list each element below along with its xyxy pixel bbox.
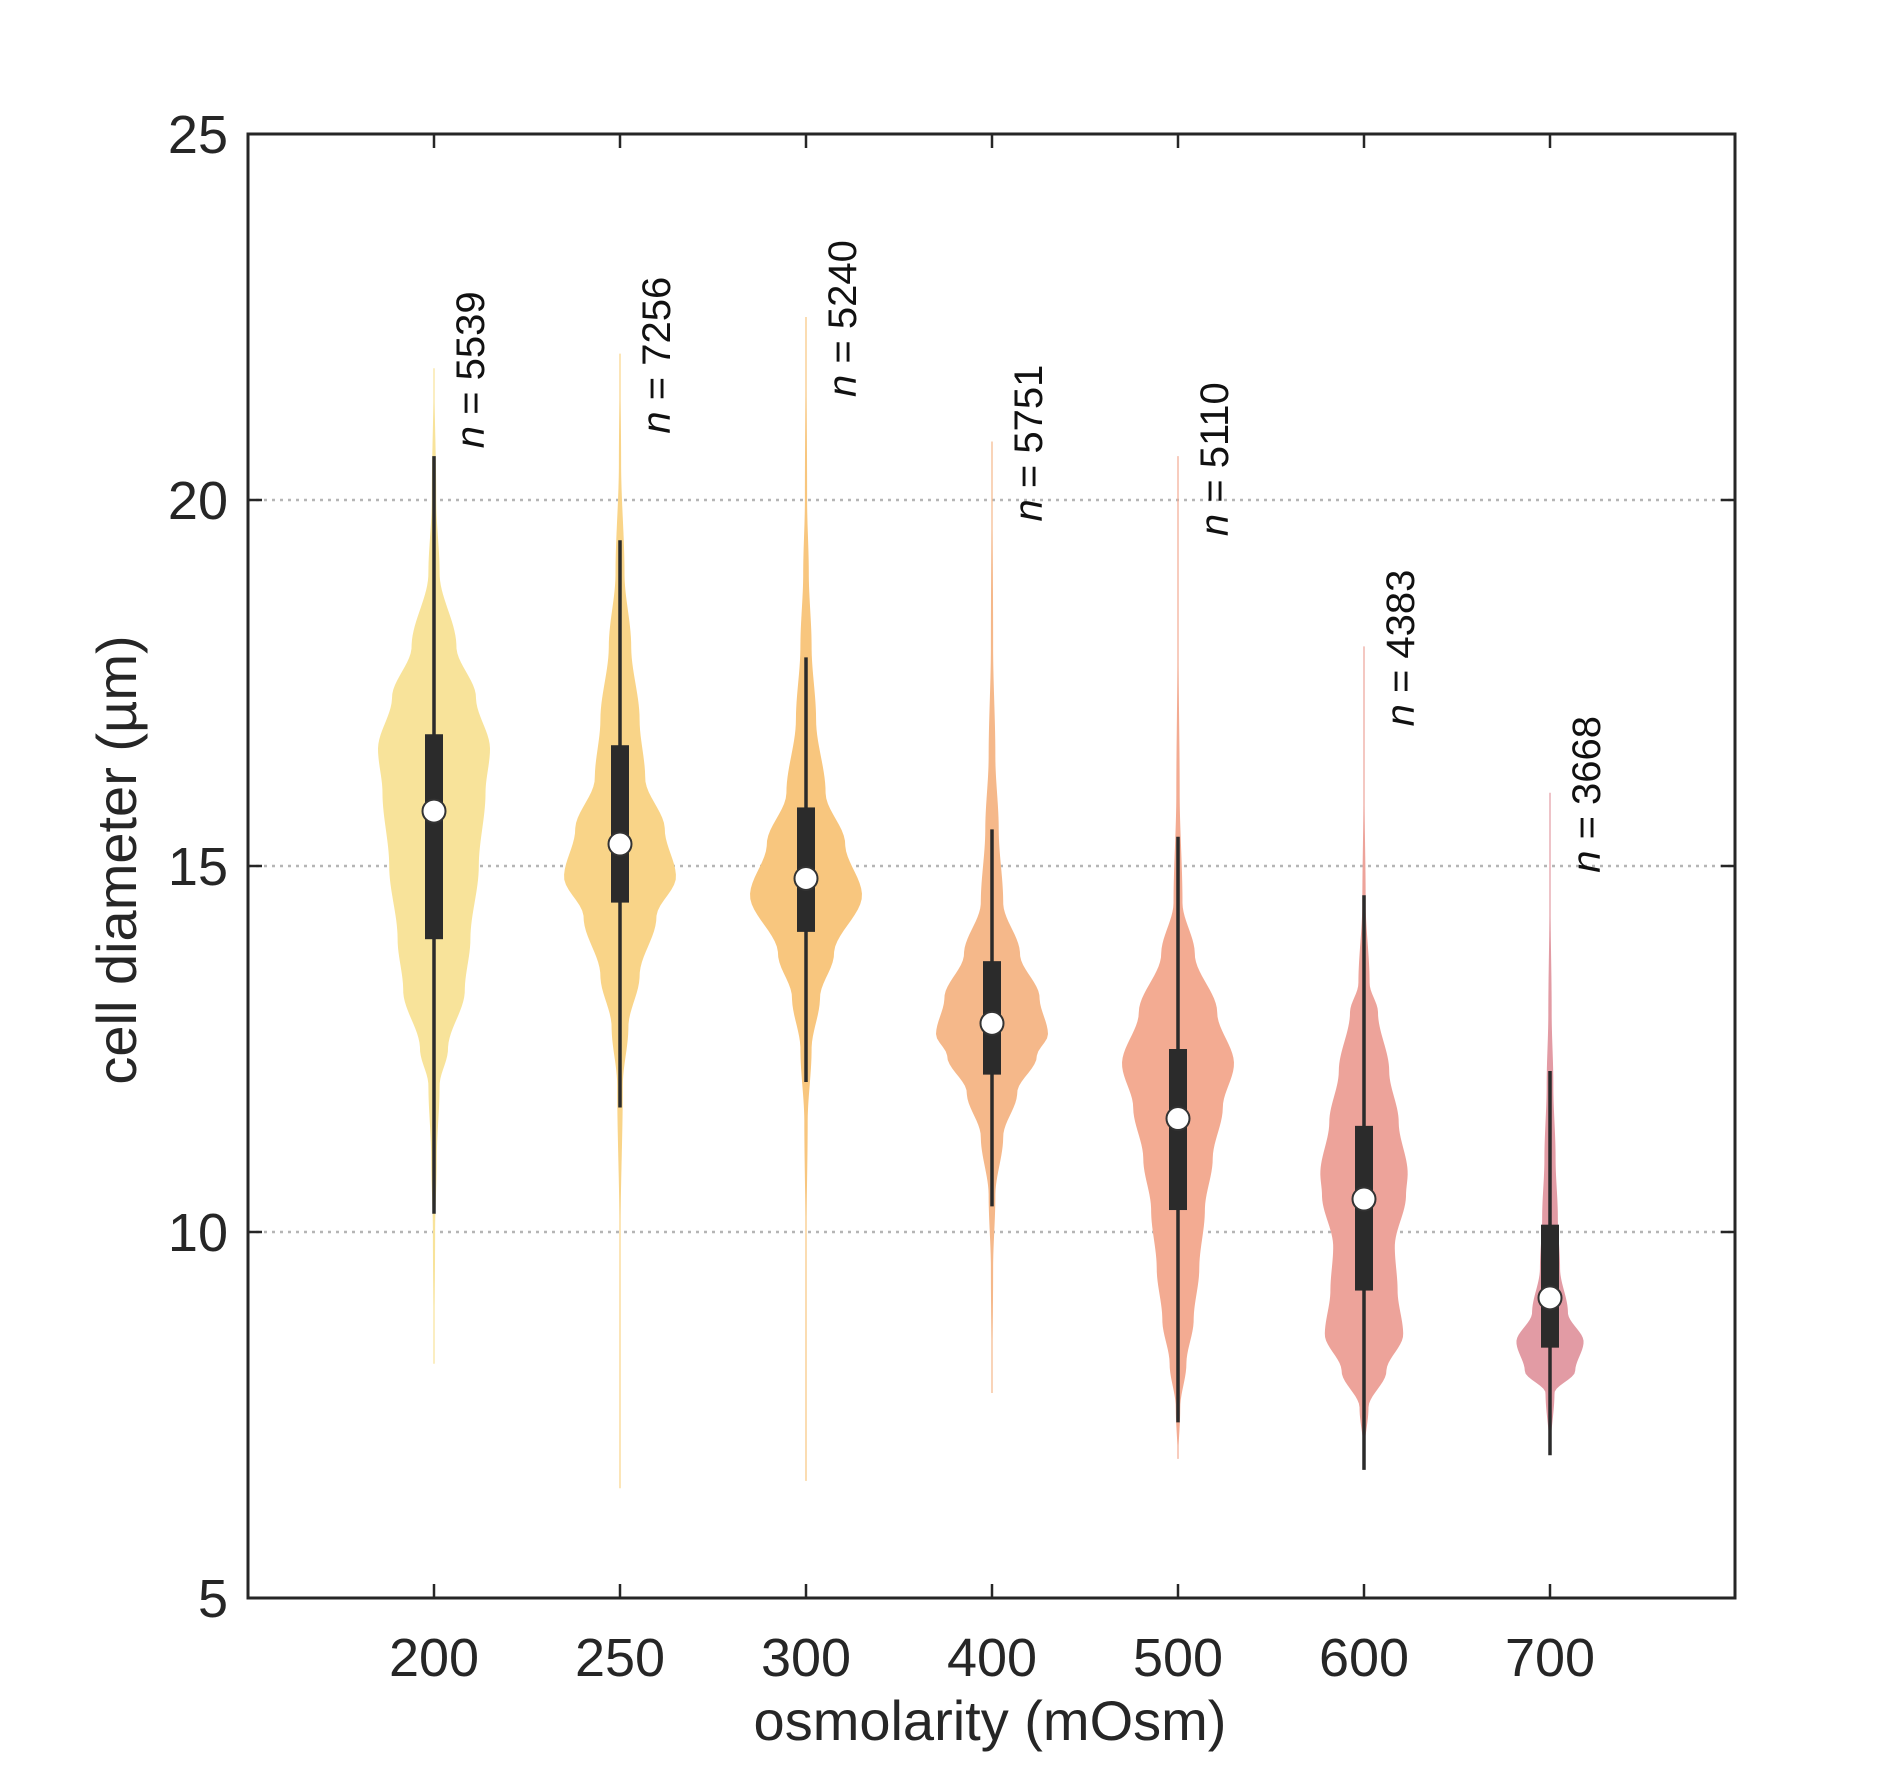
y-tick-label-10: 10 [168, 1203, 228, 1263]
x-tick-label-600: 600 [1319, 1628, 1409, 1688]
iqr-box-200 [425, 734, 443, 940]
y-axis-title: cell diameter (µm) [85, 635, 148, 1084]
median-marker-500 [1165, 1106, 1191, 1132]
n-label-600: n = 4383 [1379, 570, 1423, 727]
n-label-250: n = 7256 [635, 277, 679, 434]
x-tick-label-250: 250 [575, 1628, 665, 1688]
x-tick-label-300: 300 [761, 1628, 851, 1688]
y-tick-label-25: 25 [168, 105, 228, 165]
axes: 200 250 300 400 500 600 700 5 10 15 20 25 [168, 105, 1737, 1688]
median-marker-600 [1351, 1186, 1377, 1212]
n-label-400: n = 5751 [1007, 365, 1051, 522]
n-label-500: n = 5110 [1193, 382, 1237, 536]
x-axis-title: osmolarity (mOsm) [754, 1689, 1227, 1752]
median-marker-400 [979, 1010, 1005, 1036]
x-tick-label-500: 500 [1133, 1628, 1223, 1688]
box-plots [421, 456, 1563, 1470]
median-marker-300 [793, 865, 819, 891]
x-tick-label-700: 700 [1505, 1628, 1595, 1688]
n-label-700: n = 3668 [1565, 716, 1609, 873]
y-tick-label-5: 5 [198, 1569, 228, 1629]
y-tick-label-15: 15 [168, 837, 228, 897]
sample-size-labels: n = 5539 n = 7256 n = 5240 n = 5751 n = 5110… [449, 240, 1609, 873]
iqr-box-250 [611, 745, 629, 903]
median-marker-200 [421, 798, 447, 824]
violins [378, 317, 1584, 1489]
y-tick-label-20: 20 [168, 471, 228, 531]
x-tick-label-400: 400 [947, 1628, 1037, 1688]
median-marker-700 [1537, 1285, 1563, 1311]
median-marker-250 [607, 831, 633, 857]
n-label-300: n = 5240 [821, 240, 865, 397]
n-label-200: n = 5539 [449, 291, 493, 448]
x-tick-label-200: 200 [389, 1628, 479, 1688]
